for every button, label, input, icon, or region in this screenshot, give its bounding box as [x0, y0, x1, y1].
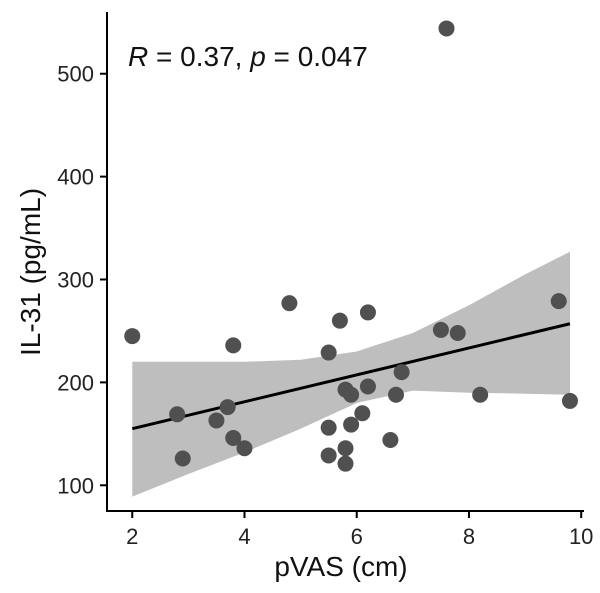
data-point: [320, 419, 337, 436]
data-point: [472, 386, 489, 403]
y-tick-label: 200: [57, 370, 94, 395]
data-point: [388, 386, 405, 403]
data-point: [337, 455, 354, 472]
data-point: [174, 450, 191, 467]
y-axis-title: IL-31 (pg/mL): [15, 188, 46, 356]
data-point: [343, 416, 360, 433]
data-points-layer: [124, 20, 578, 472]
y-tick-label: 300: [57, 268, 94, 293]
data-point: [359, 304, 376, 321]
x-axis-title: pVAS (cm): [274, 551, 407, 582]
data-point: [225, 429, 242, 446]
data-point: [225, 337, 242, 354]
correlation-annotation: R = 0.37, p = 0.047: [128, 41, 368, 72]
x-tick-label: 8: [463, 524, 475, 549]
y-tick-label: 400: [57, 165, 94, 190]
data-point: [169, 406, 186, 423]
data-point: [124, 328, 141, 345]
data-point: [561, 392, 578, 409]
r-value-text: = 0.37,: [148, 41, 250, 72]
data-point: [320, 344, 337, 361]
y-tick-label: 500: [57, 62, 94, 87]
data-point: [281, 295, 298, 312]
regression-line: [131, 322, 571, 431]
data-point: [382, 432, 399, 449]
data-point: [354, 405, 371, 422]
data-point: [337, 440, 354, 457]
p-symbol: p: [249, 41, 266, 72]
x-tick-label: 4: [238, 524, 250, 549]
data-point: [393, 364, 410, 381]
data-point: [219, 399, 236, 416]
data-point: [550, 293, 567, 310]
data-point: [359, 378, 376, 395]
data-point: [432, 321, 449, 338]
confidence-band-layer: [132, 251, 571, 497]
regression-line-layer: [131, 322, 571, 431]
ticks-layer: 2 4 6 8 10 100 200 300 400 500: [57, 62, 593, 549]
confidence-band: [132, 251, 571, 497]
x-tick-label: 2: [126, 524, 138, 549]
r-symbol: R: [128, 41, 148, 72]
y-tick-label: 100: [57, 473, 94, 498]
data-point: [320, 447, 337, 464]
data-point: [343, 386, 360, 403]
data-point: [438, 20, 455, 37]
data-point: [449, 325, 466, 342]
data-point: [236, 440, 253, 457]
data-point: [331, 312, 348, 329]
data-point: [208, 412, 225, 429]
x-tick-label: 6: [351, 524, 363, 549]
axes-layer: [106, 12, 584, 512]
p-value-text: = 0.047: [266, 41, 368, 72]
x-tick-label: 10: [569, 524, 593, 549]
